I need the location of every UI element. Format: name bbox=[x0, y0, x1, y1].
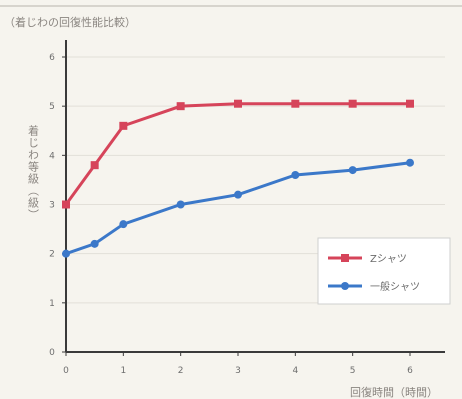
y-tick-label: 3 bbox=[49, 201, 55, 211]
x-tick-label: 4 bbox=[292, 366, 298, 376]
x-tick-labels: 0 1 2 3 4 5 6 bbox=[63, 352, 413, 376]
data-point bbox=[291, 171, 300, 179]
x-tick-label: 5 bbox=[350, 366, 356, 376]
data-point bbox=[348, 99, 357, 108]
data-point bbox=[234, 99, 242, 108]
x-tick-label: 1 bbox=[120, 366, 126, 376]
data-point bbox=[406, 99, 414, 108]
legend-label: Zシャツ bbox=[370, 254, 407, 265]
y-tick-label: 1 bbox=[49, 299, 55, 309]
data-point bbox=[90, 239, 99, 248]
x-tick-label: 3 bbox=[235, 366, 241, 376]
legend-box bbox=[317, 237, 451, 305]
series-line bbox=[65, 161, 411, 256]
chart-title: （着じわの回復性能比較） bbox=[4, 15, 136, 29]
y-axis-label: 着じわ等級（級） bbox=[27, 124, 40, 221]
y-tick-label: 2 bbox=[49, 250, 55, 260]
data-point bbox=[176, 102, 185, 111]
x-tick-label: 6 bbox=[407, 366, 413, 376]
plot-area bbox=[66, 56, 445, 304]
data-point bbox=[62, 200, 70, 209]
series-group bbox=[62, 99, 414, 258]
data-point bbox=[90, 161, 99, 170]
legend-marker bbox=[341, 254, 349, 262]
data-point bbox=[119, 121, 128, 130]
x-axis-label: 回復時間（時間） bbox=[350, 386, 438, 399]
data-point bbox=[348, 166, 357, 175]
x-tick-label: 0 bbox=[63, 366, 69, 376]
y-tick-label: 5 bbox=[49, 102, 55, 112]
data-point bbox=[62, 249, 70, 258]
data-point bbox=[291, 99, 300, 108]
y-tick-label: 4 bbox=[49, 151, 55, 161]
y-tick-label: 0 bbox=[49, 348, 55, 358]
data-point bbox=[234, 190, 242, 199]
legend-marker bbox=[341, 282, 349, 290]
data-point bbox=[406, 158, 414, 167]
legend-label: 一般シャツ bbox=[370, 280, 420, 293]
y-tick-label: 6 bbox=[49, 53, 55, 63]
data-point bbox=[119, 220, 128, 229]
data-point bbox=[176, 200, 185, 209]
series-line bbox=[64, 102, 410, 206]
x-tick-label: 2 bbox=[178, 366, 184, 376]
